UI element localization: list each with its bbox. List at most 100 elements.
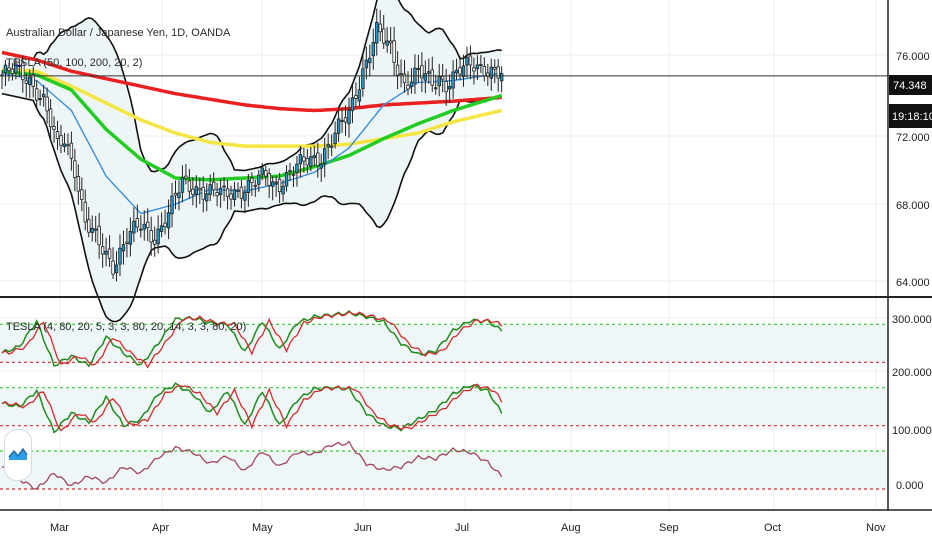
candle-up — [142, 223, 146, 230]
candle — [378, 10, 382, 42]
candle — [194, 175, 199, 208]
candle — [427, 58, 431, 84]
candle — [104, 237, 108, 267]
band-fill-a — [0, 324, 888, 363]
candle-down — [354, 95, 358, 99]
candle — [128, 217, 133, 257]
candle-down — [302, 156, 306, 162]
sma-200-line — [1, 50, 502, 113]
candle — [76, 164, 81, 205]
candle-up — [28, 76, 32, 86]
candle — [479, 55, 483, 73]
indicator-legend-top[interactable]: TESLA (50, 100, 200, 20, 2) — [6, 57, 142, 69]
candle-down — [343, 117, 348, 123]
candle-up — [333, 132, 337, 145]
candle — [163, 209, 167, 235]
candle-up — [416, 68, 421, 70]
candle — [270, 176, 275, 201]
month-label: Nov — [866, 522, 886, 534]
candle-up — [371, 42, 375, 57]
candle-down — [399, 73, 403, 75]
candle — [239, 179, 244, 209]
candle-down — [10, 68, 15, 74]
candle-up — [281, 185, 285, 195]
candle — [472, 57, 476, 85]
candle — [416, 54, 421, 83]
candle — [461, 54, 466, 87]
candle — [142, 210, 146, 241]
candle-down — [31, 74, 35, 87]
candle — [38, 89, 42, 106]
candle — [399, 59, 403, 88]
candle — [295, 155, 299, 187]
candle-down — [87, 219, 91, 233]
candle-up — [357, 89, 362, 102]
candle-up — [375, 22, 379, 44]
candle-up — [3, 64, 8, 74]
candle — [423, 60, 428, 94]
stoch-a-k-line — [1, 309, 503, 368]
osc-tick: 300.000 — [892, 314, 932, 326]
candle-up — [340, 120, 344, 122]
candle-up — [132, 220, 136, 234]
month-label: Jun — [354, 522, 372, 534]
candle-down — [184, 175, 188, 179]
candle-up — [93, 228, 98, 231]
candle-up — [180, 177, 185, 193]
candle — [139, 215, 143, 238]
candle-up — [454, 69, 459, 74]
candle-up — [90, 227, 94, 233]
candle — [336, 106, 341, 142]
candle-down — [198, 188, 202, 191]
candle-up — [423, 73, 428, 81]
candle — [284, 165, 289, 192]
candle-up — [385, 40, 389, 46]
candle — [434, 74, 438, 95]
candle — [156, 215, 160, 254]
candle-down — [378, 23, 382, 33]
candle-down — [277, 178, 282, 192]
price-tick: 68.000 — [896, 200, 930, 212]
candle-up — [326, 144, 330, 148]
candle-down — [229, 193, 233, 200]
candle-up — [489, 66, 493, 79]
candle-up — [475, 64, 480, 70]
candle — [354, 82, 358, 108]
candle-up — [364, 59, 369, 69]
candle — [205, 183, 209, 212]
price-scale[interactable]: 76.000 72.000 68.000 64.000 — [896, 51, 930, 289]
candle-down — [191, 188, 195, 195]
candle — [250, 172, 254, 196]
candle — [309, 147, 313, 172]
candle — [465, 46, 469, 78]
candle — [3, 60, 8, 86]
candle — [59, 124, 63, 154]
candle — [493, 59, 497, 84]
candle — [80, 177, 84, 212]
candle-down — [468, 55, 473, 66]
candle-down — [107, 248, 112, 259]
candle — [319, 153, 323, 182]
candle-up — [409, 81, 414, 87]
candle — [440, 63, 445, 93]
candle-up — [319, 163, 323, 169]
sma-100-line — [1, 67, 503, 148]
candle-down — [406, 84, 410, 90]
candle-up — [368, 57, 372, 64]
candle-up — [461, 65, 466, 78]
tradingview-logo-icon[interactable] — [4, 429, 32, 481]
bollinger-upper-band — [1, 0, 502, 173]
time-axis[interactable]: Mar Apr May Jun Jul Aug Sep Oct Nov — [50, 522, 886, 534]
indicator-legend-bottom[interactable]: TESLA (4, 80, 20, 5, 3, 3, 80, 20, 14, 3… — [6, 321, 246, 333]
candle — [305, 149, 310, 174]
candle — [215, 182, 219, 207]
candle-down — [201, 186, 205, 200]
oscillator-scale[interactable]: 300.000 200.000 100.000 0.000 — [892, 314, 932, 492]
candle-down — [173, 192, 178, 196]
candle — [52, 116, 56, 143]
osc-tick: 100.000 — [892, 425, 932, 437]
candle-up — [194, 186, 199, 195]
candle-down — [152, 239, 157, 245]
candle-down — [135, 218, 140, 228]
candle — [350, 84, 355, 123]
